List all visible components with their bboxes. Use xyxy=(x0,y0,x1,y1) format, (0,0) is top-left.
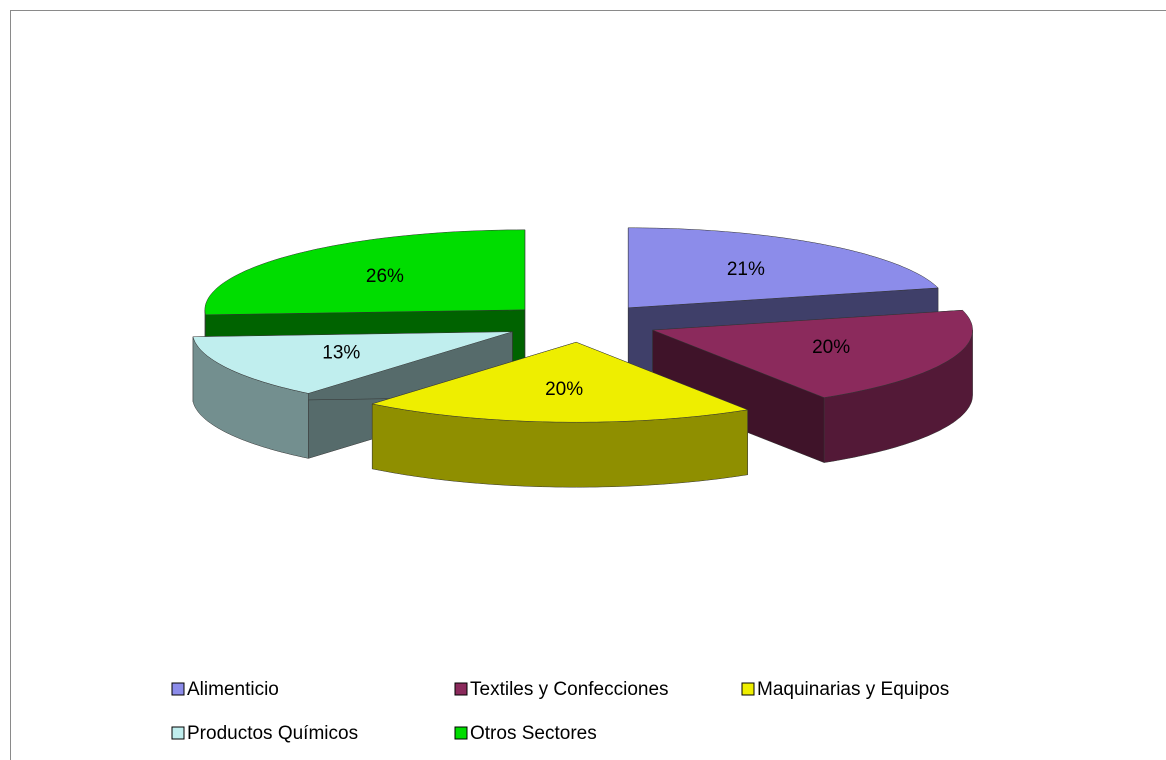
legend-label: Alimenticio xyxy=(187,679,279,700)
data-label: 20% xyxy=(545,379,583,400)
data-label: 13% xyxy=(322,343,360,364)
chart-border xyxy=(10,10,1166,760)
legend-label: Textiles y Confecciones xyxy=(470,679,669,700)
slice xyxy=(627,227,939,309)
slice xyxy=(372,341,749,423)
legend-label: Maquinarias y Equipos xyxy=(757,679,949,700)
data-label: 20% xyxy=(812,337,850,358)
legend-label: Otros Sectores xyxy=(470,723,597,744)
legend-swatch xyxy=(171,726,185,740)
legend-swatch xyxy=(171,682,185,696)
slice xyxy=(204,229,526,316)
legend-swatch xyxy=(454,726,468,740)
data-label: 26% xyxy=(366,266,404,287)
legend-swatch xyxy=(741,682,755,696)
slice xyxy=(192,331,513,394)
slice xyxy=(652,309,973,398)
legend-swatch xyxy=(454,682,468,696)
data-label: 21% xyxy=(727,259,765,280)
legend-label: Productos Químicos xyxy=(187,723,358,744)
